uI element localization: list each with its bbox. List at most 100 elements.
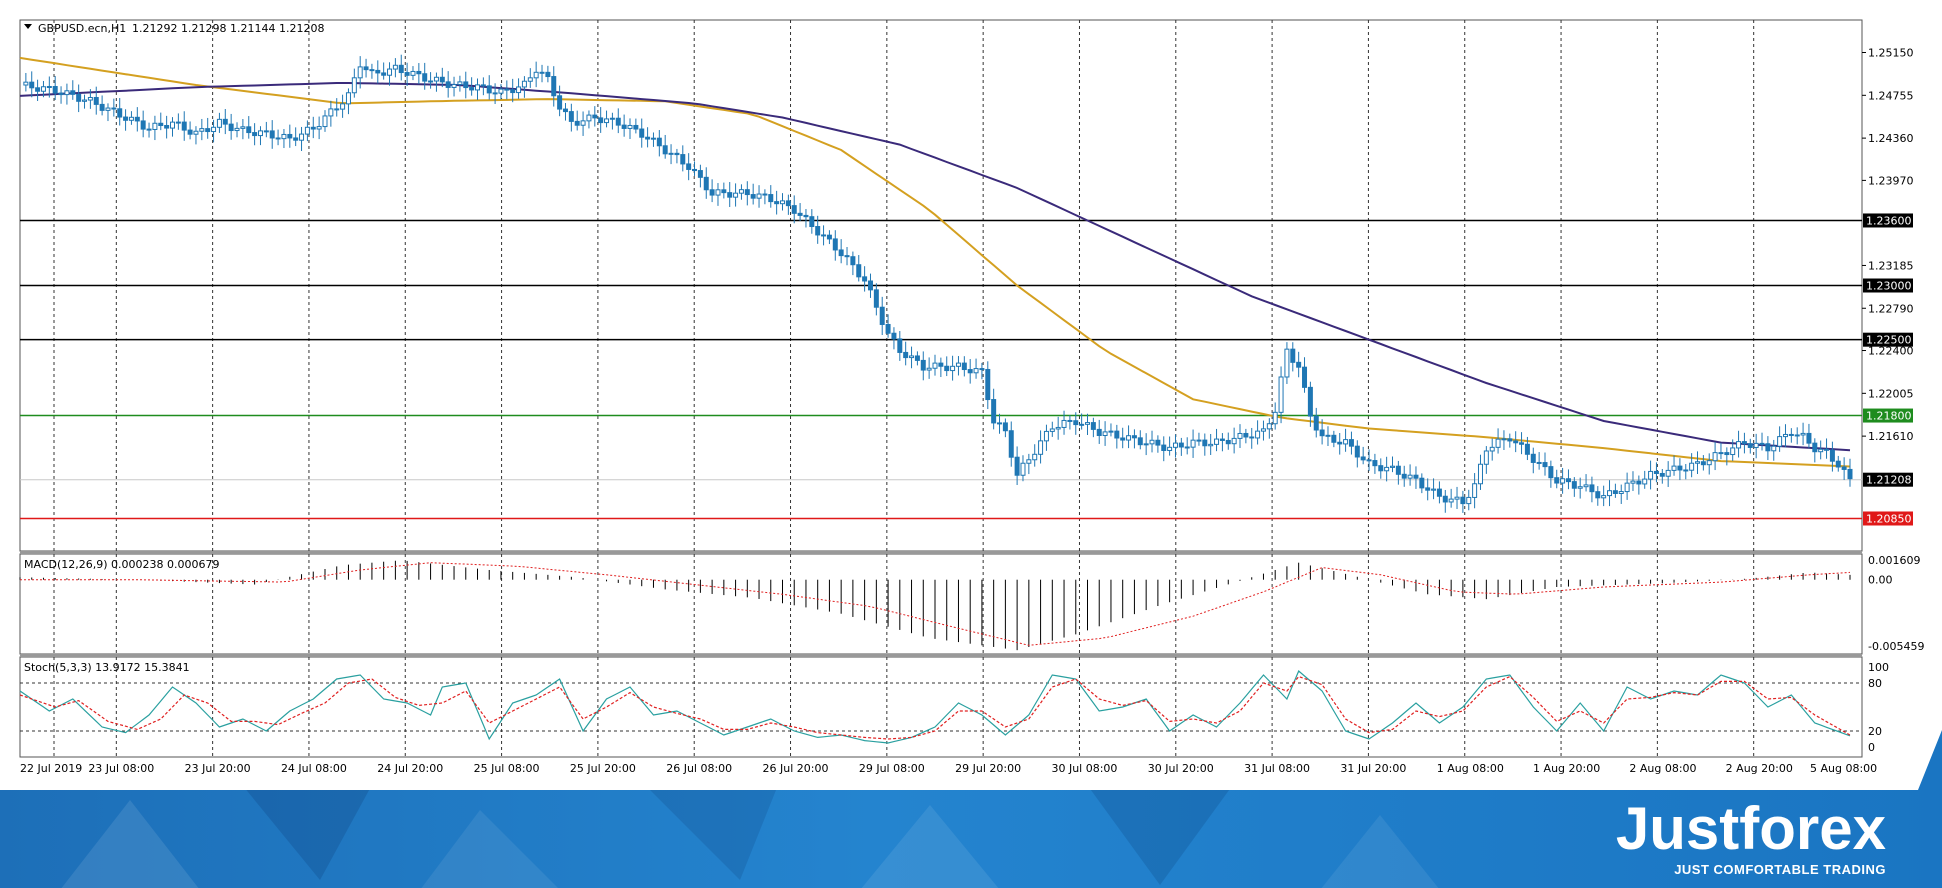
- candle[interactable]: [451, 76, 457, 97]
- candle[interactable]: [87, 89, 93, 109]
- candle[interactable]: [973, 358, 979, 379]
- candle[interactable]: [750, 183, 756, 205]
- candle[interactable]: [1296, 351, 1302, 378]
- candle[interactable]: [557, 85, 563, 117]
- candle[interactable]: [1700, 455, 1706, 471]
- candle[interactable]: [1131, 429, 1137, 449]
- candle[interactable]: [821, 225, 827, 246]
- candle[interactable]: [1612, 483, 1618, 498]
- candle[interactable]: [1184, 437, 1190, 455]
- candle[interactable]: [340, 94, 346, 118]
- candle[interactable]: [510, 78, 516, 103]
- candle[interactable]: [416, 63, 422, 85]
- candle[interactable]: [1055, 416, 1061, 440]
- candle[interactable]: [1794, 427, 1800, 445]
- candle[interactable]: [170, 117, 175, 137]
- candle[interactable]: [1577, 477, 1583, 499]
- candle[interactable]: [604, 110, 610, 128]
- candle[interactable]: [1718, 442, 1724, 460]
- candle[interactable]: [1325, 426, 1331, 446]
- candle[interactable]: [1812, 438, 1818, 463]
- candle[interactable]: [486, 75, 492, 100]
- candle[interactable]: [1120, 427, 1126, 449]
- candle[interactable]: [1695, 451, 1700, 475]
- candle[interactable]: [950, 355, 956, 381]
- candle[interactable]: [269, 120, 275, 149]
- chart-canvas[interactable]: 1.23600 1.23000 1.22500 1.21800 1.20850 1.212…: [0, 0, 1942, 790]
- candle[interactable]: [46, 76, 52, 98]
- candle[interactable]: [1519, 432, 1525, 455]
- candle[interactable]: [1782, 424, 1788, 448]
- candle[interactable]: [1671, 455, 1677, 476]
- candle[interactable]: [1653, 462, 1659, 483]
- candle[interactable]: [1513, 431, 1519, 453]
- candle[interactable]: [1689, 453, 1695, 478]
- candle[interactable]: [1278, 366, 1284, 424]
- candle[interactable]: [580, 111, 586, 136]
- candle[interactable]: [903, 341, 909, 366]
- candle[interactable]: [111, 98, 117, 117]
- candle[interactable]: [1571, 477, 1577, 497]
- candle[interactable]: [1824, 438, 1830, 459]
- candle[interactable]: [387, 62, 393, 86]
- candle[interactable]: [345, 88, 351, 115]
- candle[interactable]: [76, 84, 82, 113]
- candle[interactable]: [727, 182, 733, 208]
- candle[interactable]: [93, 86, 99, 115]
- candle[interactable]: [867, 273, 873, 298]
- candle[interactable]: [1431, 478, 1437, 500]
- candle[interactable]: [1501, 430, 1507, 451]
- candle[interactable]: [545, 65, 551, 83]
- candle[interactable]: [1419, 473, 1425, 494]
- candle[interactable]: [457, 75, 463, 92]
- candle[interactable]: [1079, 413, 1085, 430]
- candle[interactable]: [1730, 439, 1736, 461]
- candle[interactable]: [527, 68, 533, 88]
- candle[interactable]: [504, 80, 510, 100]
- candle[interactable]: [1771, 439, 1777, 461]
- candle[interactable]: [134, 107, 140, 132]
- candle[interactable]: [897, 331, 903, 361]
- candle[interactable]: [1466, 489, 1472, 511]
- candle[interactable]: [1067, 415, 1073, 430]
- candle[interactable]: [1530, 447, 1536, 474]
- candle[interactable]: [369, 63, 375, 79]
- candle[interactable]: [1442, 489, 1448, 513]
- candle[interactable]: [815, 215, 821, 244]
- candle[interactable]: [1219, 433, 1225, 452]
- candle[interactable]: [334, 98, 340, 117]
- candle[interactable]: [1624, 472, 1630, 500]
- candle[interactable]: [533, 61, 539, 88]
- candle[interactable]: [1788, 428, 1794, 443]
- candle[interactable]: [991, 388, 997, 430]
- candle[interactable]: [1114, 424, 1120, 449]
- dropdown-arrow-icon[interactable]: [24, 24, 32, 29]
- candle[interactable]: [1337, 432, 1343, 455]
- candle[interactable]: [1348, 431, 1354, 455]
- candle[interactable]: [322, 110, 328, 132]
- candle[interactable]: [627, 118, 633, 139]
- candle[interactable]: [586, 110, 592, 129]
- candle[interactable]: [832, 230, 838, 261]
- candle[interactable]: [146, 122, 152, 138]
- candle[interactable]: [1642, 470, 1648, 489]
- candle[interactable]: [1618, 484, 1624, 504]
- candle[interactable]: [873, 283, 879, 316]
- candle[interactable]: [1137, 430, 1143, 450]
- candle[interactable]: [1648, 460, 1654, 490]
- candle[interactable]: [357, 56, 363, 89]
- candle[interactable]: [621, 114, 627, 137]
- candle[interactable]: [1149, 430, 1155, 453]
- candle[interactable]: [1243, 428, 1249, 444]
- candle[interactable]: [99, 95, 105, 116]
- candle[interactable]: [304, 120, 310, 142]
- candle[interactable]: [1829, 441, 1835, 472]
- candle[interactable]: [1302, 357, 1308, 393]
- candle[interactable]: [1155, 435, 1161, 453]
- candle[interactable]: [1225, 432, 1231, 450]
- candle[interactable]: [1049, 421, 1055, 437]
- candle[interactable]: [1483, 446, 1489, 474]
- candle[interactable]: [1548, 460, 1554, 488]
- candle[interactable]: [1272, 402, 1278, 430]
- candle[interactable]: [23, 72, 29, 92]
